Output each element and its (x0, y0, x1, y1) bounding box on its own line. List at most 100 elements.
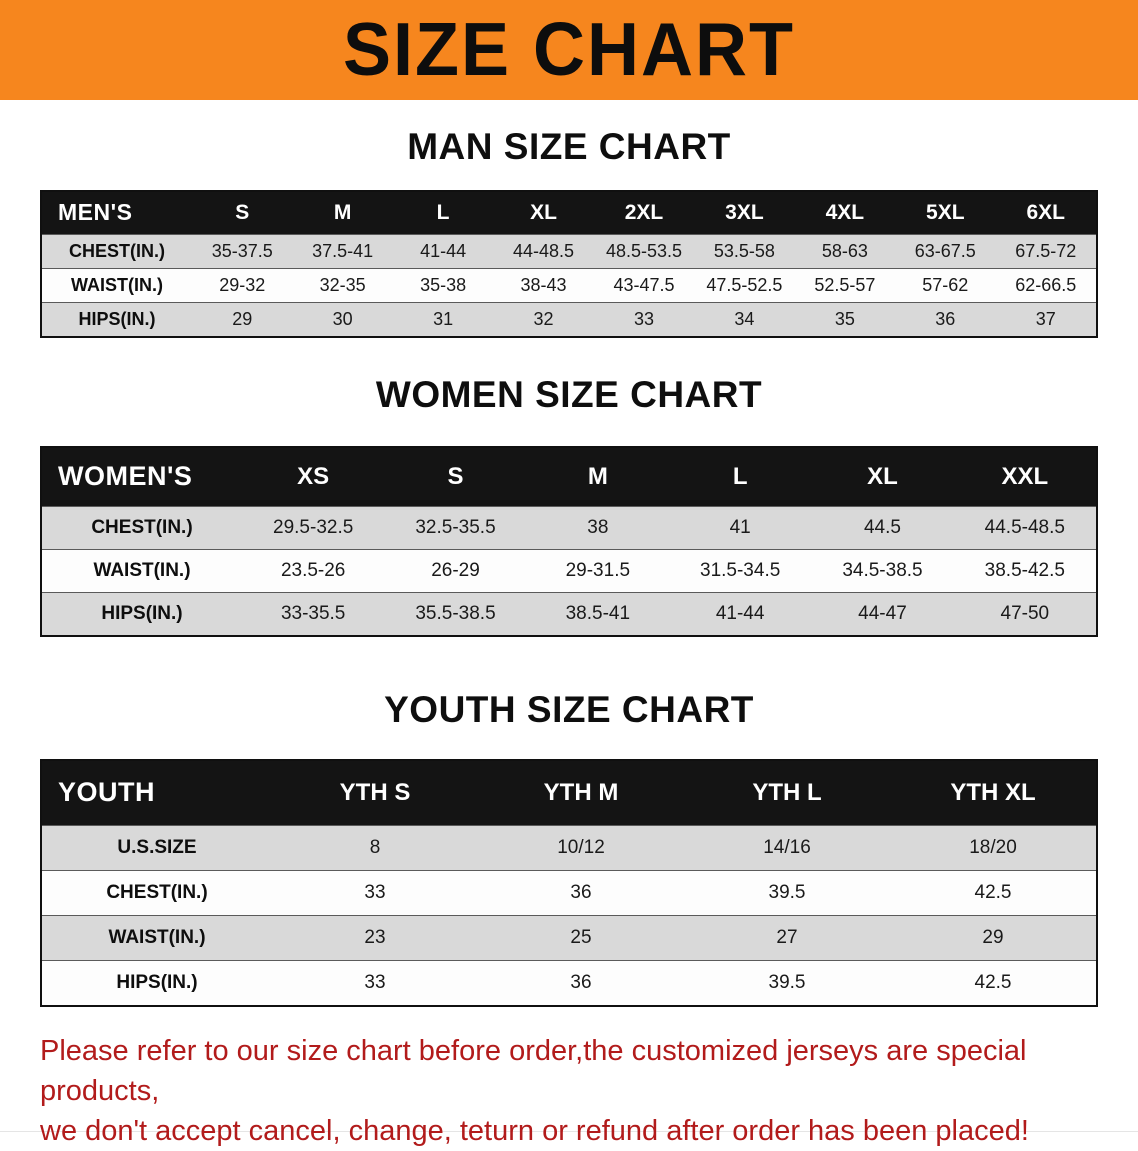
size-value: 41-44 (392, 234, 494, 268)
youth-size-table-wrap: YOUTH YTH S YTH M YTH L YTH XL U.S.SIZE 8 10/12… (40, 759, 1098, 1007)
column-header: 4XL (794, 192, 896, 234)
size-value: 67.5-72 (995, 234, 1096, 268)
size-value: 31 (392, 302, 494, 336)
size-value: 44-48.5 (493, 234, 594, 268)
table-header-row: YOUTH YTH S YTH M YTH L YTH XL (42, 761, 1096, 825)
size-value: 33 (272, 870, 478, 915)
row-label: WAIST(IN.) (42, 268, 192, 302)
size-value: 18/20 (890, 825, 1096, 870)
column-header: 6XL (995, 192, 1096, 234)
column-header: S (192, 192, 293, 234)
size-value: 34.5-38.5 (811, 549, 954, 592)
men-size-table-wrap: MEN'S S M L XL 2XL 3XL 4XL 5XL 6XL CHEST(IN.) 35-37… (40, 190, 1098, 338)
size-value: 35.5-38.5 (384, 592, 527, 635)
size-value: 42.5 (890, 870, 1096, 915)
size-value: 33-35.5 (242, 592, 385, 635)
column-header: YTH S (272, 761, 478, 825)
table-title-cell: YOUTH (42, 761, 272, 825)
size-value: 38.5-42.5 (953, 549, 1096, 592)
size-value: 8 (272, 825, 478, 870)
table-row: CHEST(IN.) 29.5-32.5 32.5-35.5 38 41 44.5 44.5… (42, 506, 1096, 549)
row-label: U.S.SIZE (42, 825, 272, 870)
table-row: WAIST(IN.) 29-32 32-35 35-38 38-43 43-47.5 47.… (42, 268, 1096, 302)
size-value: 32-35 (292, 268, 393, 302)
size-value: 29-31.5 (526, 549, 669, 592)
youth-size-chart-heading: YOUTH SIZE CHART (384, 689, 754, 730)
column-header: XL (493, 192, 594, 234)
column-header: YTH M (478, 761, 684, 825)
table-title-cell: WOMEN'S (42, 448, 242, 506)
column-header: XS (242, 448, 385, 506)
row-label: HIPS(IN.) (42, 302, 192, 336)
size-value: 42.5 (890, 960, 1096, 1005)
column-header: M (292, 192, 393, 234)
size-value: 38 (526, 506, 669, 549)
disclaimer-line-2: we don't accept cancel, change, teturn o… (40, 1115, 1029, 1148)
column-header: M (526, 448, 669, 506)
size-value: 36 (478, 870, 684, 915)
table-row: CHEST(IN.) 33 36 39.5 42.5 (42, 870, 1096, 915)
size-value: 25 (478, 915, 684, 960)
table-row: HIPS(IN.) 33 36 39.5 42.5 (42, 960, 1096, 1005)
disclaimer: Please refer to our size chart before or… (40, 1031, 1098, 1151)
row-label: CHEST(IN.) (42, 870, 272, 915)
size-value: 53.5-58 (694, 234, 795, 268)
size-value: 35 (794, 302, 896, 336)
size-value: 39.5 (684, 870, 890, 915)
size-chart-banner: SIZE CHART (0, 0, 1138, 100)
size-value: 23 (272, 915, 478, 960)
column-header: XL (811, 448, 954, 506)
table-row: HIPS(IN.) 33-35.5 35.5-38.5 38.5-41 41-44 44-… (42, 592, 1096, 635)
column-header: L (668, 448, 812, 506)
column-header: XXL (953, 448, 1096, 506)
size-value: 41-44 (668, 592, 812, 635)
men-size-table: MEN'S S M L XL 2XL 3XL 4XL 5XL 6XL CHEST(IN.) 35-37… (42, 192, 1096, 336)
man-size-chart-heading: MAN SIZE CHART (407, 126, 731, 167)
size-value: 14/16 (684, 825, 890, 870)
size-value: 37 (995, 302, 1096, 336)
size-value: 33 (593, 302, 695, 336)
women-size-table-wrap: WOMEN'S XS S M L XL XXL CHEST(IN.) 29.5-32.5 32.5… (40, 446, 1098, 637)
size-value: 35-37.5 (192, 234, 293, 268)
column-header: YTH XL (890, 761, 1096, 825)
size-value: 48.5-53.5 (593, 234, 695, 268)
size-value: 32.5-35.5 (384, 506, 527, 549)
size-value: 43-47.5 (593, 268, 695, 302)
table-row: HIPS(IN.) 29 30 31 32 33 34 35 36 37 (42, 302, 1096, 336)
size-value: 41 (668, 506, 812, 549)
size-value: 35-38 (392, 268, 494, 302)
size-value: 47.5-52.5 (694, 268, 795, 302)
row-label: WAIST(IN.) (42, 915, 272, 960)
size-value: 37.5-41 (292, 234, 393, 268)
row-label: WAIST(IN.) (42, 549, 242, 592)
column-header: L (392, 192, 494, 234)
column-header: YTH L (684, 761, 890, 825)
column-header: 2XL (593, 192, 695, 234)
size-value: 29.5-32.5 (242, 506, 385, 549)
row-label: CHEST(IN.) (42, 506, 242, 549)
size-value: 44-47 (811, 592, 954, 635)
size-value: 36 (895, 302, 996, 336)
column-header: 5XL (895, 192, 996, 234)
women-size-table: WOMEN'S XS S M L XL XXL CHEST(IN.) 29.5-32.5 32.5… (42, 448, 1096, 635)
size-value: 31.5-34.5 (668, 549, 812, 592)
table-row: U.S.SIZE 8 10/12 14/16 18/20 (42, 825, 1096, 870)
size-value: 57-62 (895, 268, 996, 302)
size-value: 29-32 (192, 268, 293, 302)
table-header-row: WOMEN'S XS S M L XL XXL (42, 448, 1096, 506)
women-size-chart-heading: WOMEN SIZE CHART (375, 374, 763, 415)
row-label: CHEST(IN.) (42, 234, 192, 268)
size-value: 23.5-26 (242, 549, 385, 592)
size-value: 63-67.5 (895, 234, 996, 268)
size-value: 29 (192, 302, 293, 336)
size-value: 30 (292, 302, 393, 336)
size-value: 44.5 (811, 506, 954, 549)
size-value: 47-50 (953, 592, 1096, 635)
row-label: HIPS(IN.) (42, 592, 242, 635)
size-value: 58-63 (794, 234, 896, 268)
table-row: WAIST(IN.) 23 25 27 29 (42, 915, 1096, 960)
size-value: 62-66.5 (995, 268, 1096, 302)
size-value: 44.5-48.5 (953, 506, 1096, 549)
row-label: HIPS(IN.) (42, 960, 272, 1005)
size-value: 32 (493, 302, 594, 336)
